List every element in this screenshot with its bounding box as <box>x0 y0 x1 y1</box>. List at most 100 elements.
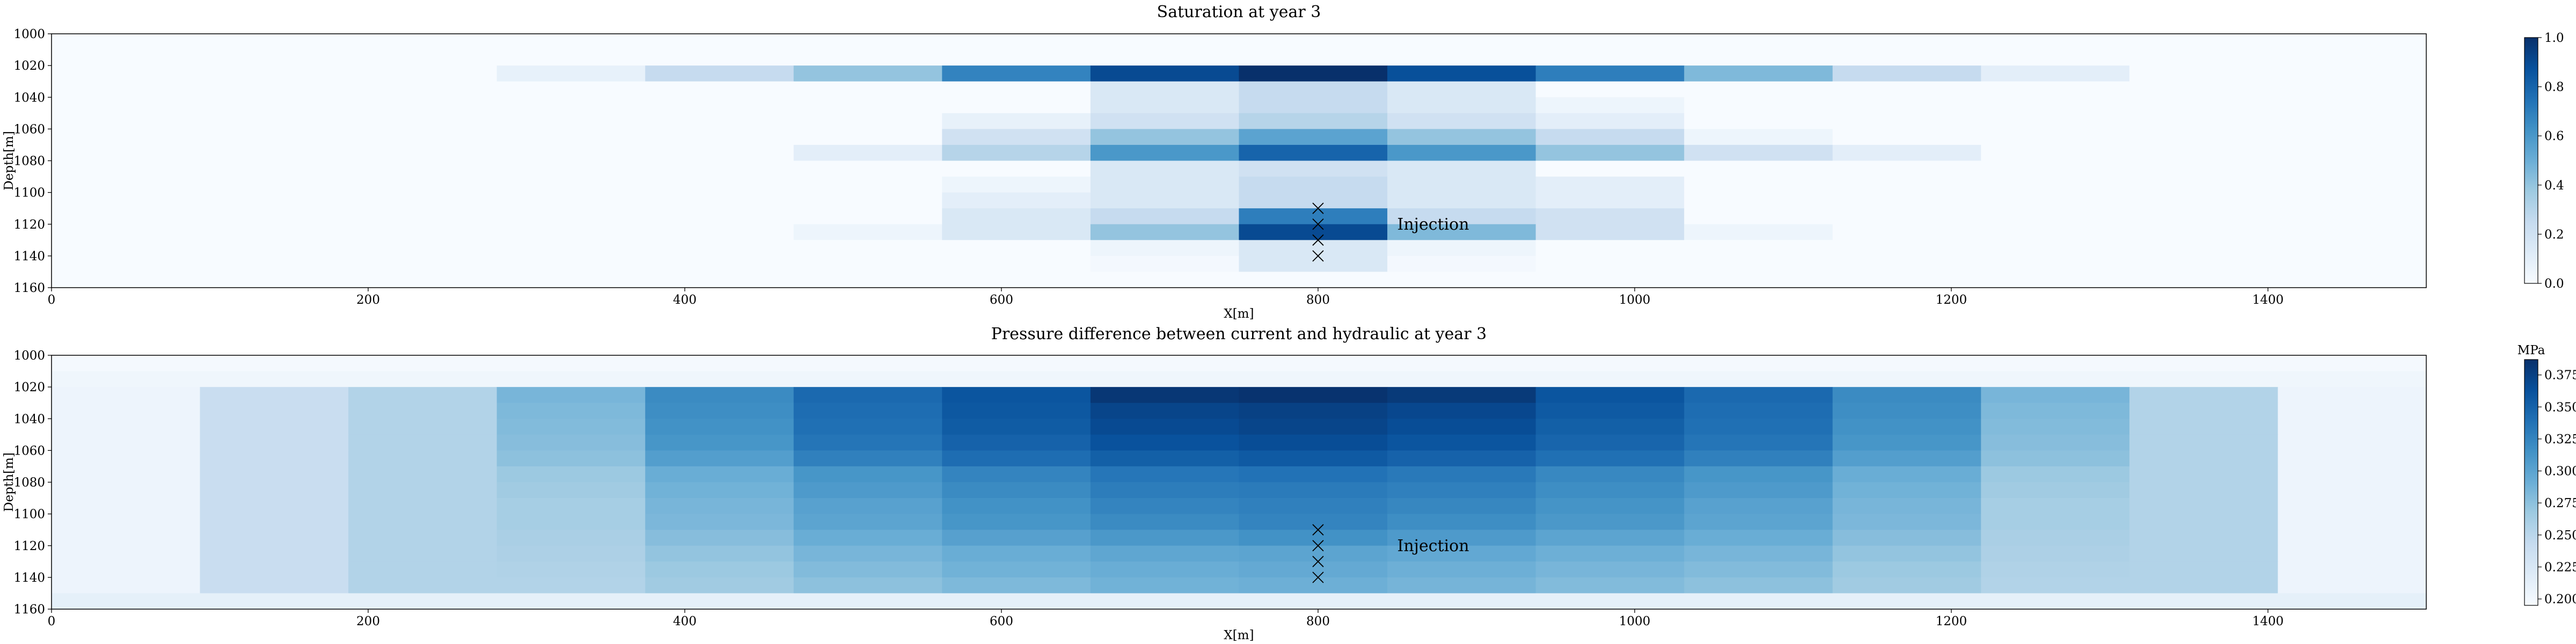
colorbar-gradient <box>2524 359 2538 606</box>
heatmap-cell <box>496 466 646 483</box>
x-tick-label: 0 <box>48 293 56 307</box>
heatmap-cell <box>1090 34 1240 66</box>
heatmap-cell <box>2278 419 2427 435</box>
heatmap-cell <box>2129 450 2279 467</box>
y-tick-label: 1120 <box>13 218 45 232</box>
colorbar-gradient <box>2524 37 2538 284</box>
heatmap-cell <box>793 577 942 594</box>
heatmap-cell <box>1981 129 2130 145</box>
heatmap-cell <box>52 272 201 288</box>
heatmap-cell <box>1387 208 1536 225</box>
heatmap-cell <box>348 482 497 499</box>
heatmap-cell <box>52 434 201 451</box>
heatmap-cell <box>942 255 1091 273</box>
heatmap-cell <box>2278 97 2427 114</box>
colorbar-tick-label: 0.300 <box>2544 465 2576 479</box>
heatmap-cell <box>2129 129 2279 145</box>
heatmap-cell <box>52 561 201 578</box>
heatmap-cell <box>1387 482 1536 499</box>
x-tick-label: 1400 <box>2252 614 2284 628</box>
heatmap-cell <box>348 514 497 530</box>
heatmap-cell <box>2129 113 2279 129</box>
heatmap-cell <box>2129 177 2279 193</box>
heatmap-cell <box>793 192 942 209</box>
heatmap-cell <box>645 419 794 435</box>
heatmap-cell <box>793 545 942 562</box>
heatmap-cell <box>2129 371 2279 387</box>
heatmap-cell <box>1387 545 1536 562</box>
heatmap-cell <box>942 81 1091 98</box>
heatmap-cell <box>942 545 1091 562</box>
heatmap-cell <box>1684 593 1833 610</box>
heatmap-cell <box>1684 34 1833 66</box>
heatmap-cell <box>200 113 349 129</box>
heatmap-cell <box>942 97 1091 114</box>
heatmap-cell <box>52 240 201 257</box>
heatmap-cells <box>52 355 2427 610</box>
heatmap-cell <box>1090 593 1240 610</box>
heatmap-cell <box>1981 387 2130 404</box>
heatmap-cell <box>1684 561 1833 578</box>
heatmap-cell <box>52 97 201 114</box>
heatmap-cell <box>1387 160 1536 177</box>
heatmap-cell <box>52 402 201 419</box>
heatmap-cell <box>1535 545 1685 562</box>
heatmap-cell <box>1090 419 1240 435</box>
heatmap-cell <box>645 192 794 209</box>
heatmap-cell <box>942 530 1091 546</box>
heatmap-cell <box>1239 97 1388 114</box>
heatmap-cell <box>348 530 497 546</box>
heatmap-cell <box>2278 466 2427 483</box>
heatmap-cell <box>1832 34 1981 66</box>
heatmap-cell <box>1090 97 1240 114</box>
heatmap-cell <box>200 466 349 483</box>
colorbar-unit-label: MPa <box>2518 343 2545 357</box>
chart-title: Saturation at year 3 <box>1157 3 1321 21</box>
heatmap-cell <box>793 224 942 240</box>
injection-marker <box>1312 540 1324 552</box>
y-tick-label: 1040 <box>13 91 45 105</box>
heatmap-cell <box>942 419 1091 435</box>
heatmap-cell <box>1832 272 1981 288</box>
heatmap-cell <box>52 208 201 225</box>
heatmap-cell <box>200 97 349 114</box>
heatmap-cell <box>1832 593 1981 610</box>
heatmap-cell <box>2129 34 2279 66</box>
heatmap-cell <box>496 355 646 372</box>
heatmap-cell <box>942 514 1091 530</box>
heatmap-cell <box>645 144 794 162</box>
heatmap-cell <box>2129 81 2279 98</box>
heatmap-cell <box>1535 113 1685 129</box>
heatmap-cell <box>1535 530 1685 546</box>
heatmap-cell <box>1684 129 1833 145</box>
heatmap-cell <box>942 561 1091 578</box>
heatmap-cell <box>1239 113 1388 129</box>
heatmap-cell <box>1239 255 1388 273</box>
heatmap-cell <box>1981 160 2130 177</box>
heatmap-cell <box>2129 466 2279 483</box>
heatmap-cell <box>496 514 646 530</box>
heatmap-cell <box>1239 240 1388 257</box>
colorbar-tick-label: 0.200 <box>2544 592 2576 606</box>
heatmap-cell <box>793 514 942 530</box>
heatmap-cell <box>1239 65 1388 82</box>
heatmap-cell <box>348 387 497 404</box>
heatmap-cell <box>200 240 349 257</box>
heatmap-cell <box>645 498 794 515</box>
heatmap-cell <box>496 450 646 467</box>
heatmap-cell <box>1090 81 1240 98</box>
heatmap-cell <box>1239 466 1388 483</box>
heatmap-cell <box>496 113 646 129</box>
heatmap-cell <box>1535 208 1685 225</box>
heatmap-cell <box>1535 224 1685 240</box>
y-axis-label: Depth[m] <box>2 131 16 191</box>
heatmap-cell <box>1090 514 1240 530</box>
heatmap-cell <box>348 419 497 435</box>
heatmap-cell <box>1832 81 1981 98</box>
heatmap-cell <box>1981 224 2130 240</box>
heatmap-cell <box>1535 434 1685 451</box>
heatmap-cell <box>645 482 794 499</box>
heatmap-cell <box>793 355 942 372</box>
heatmap-cell <box>52 224 201 240</box>
